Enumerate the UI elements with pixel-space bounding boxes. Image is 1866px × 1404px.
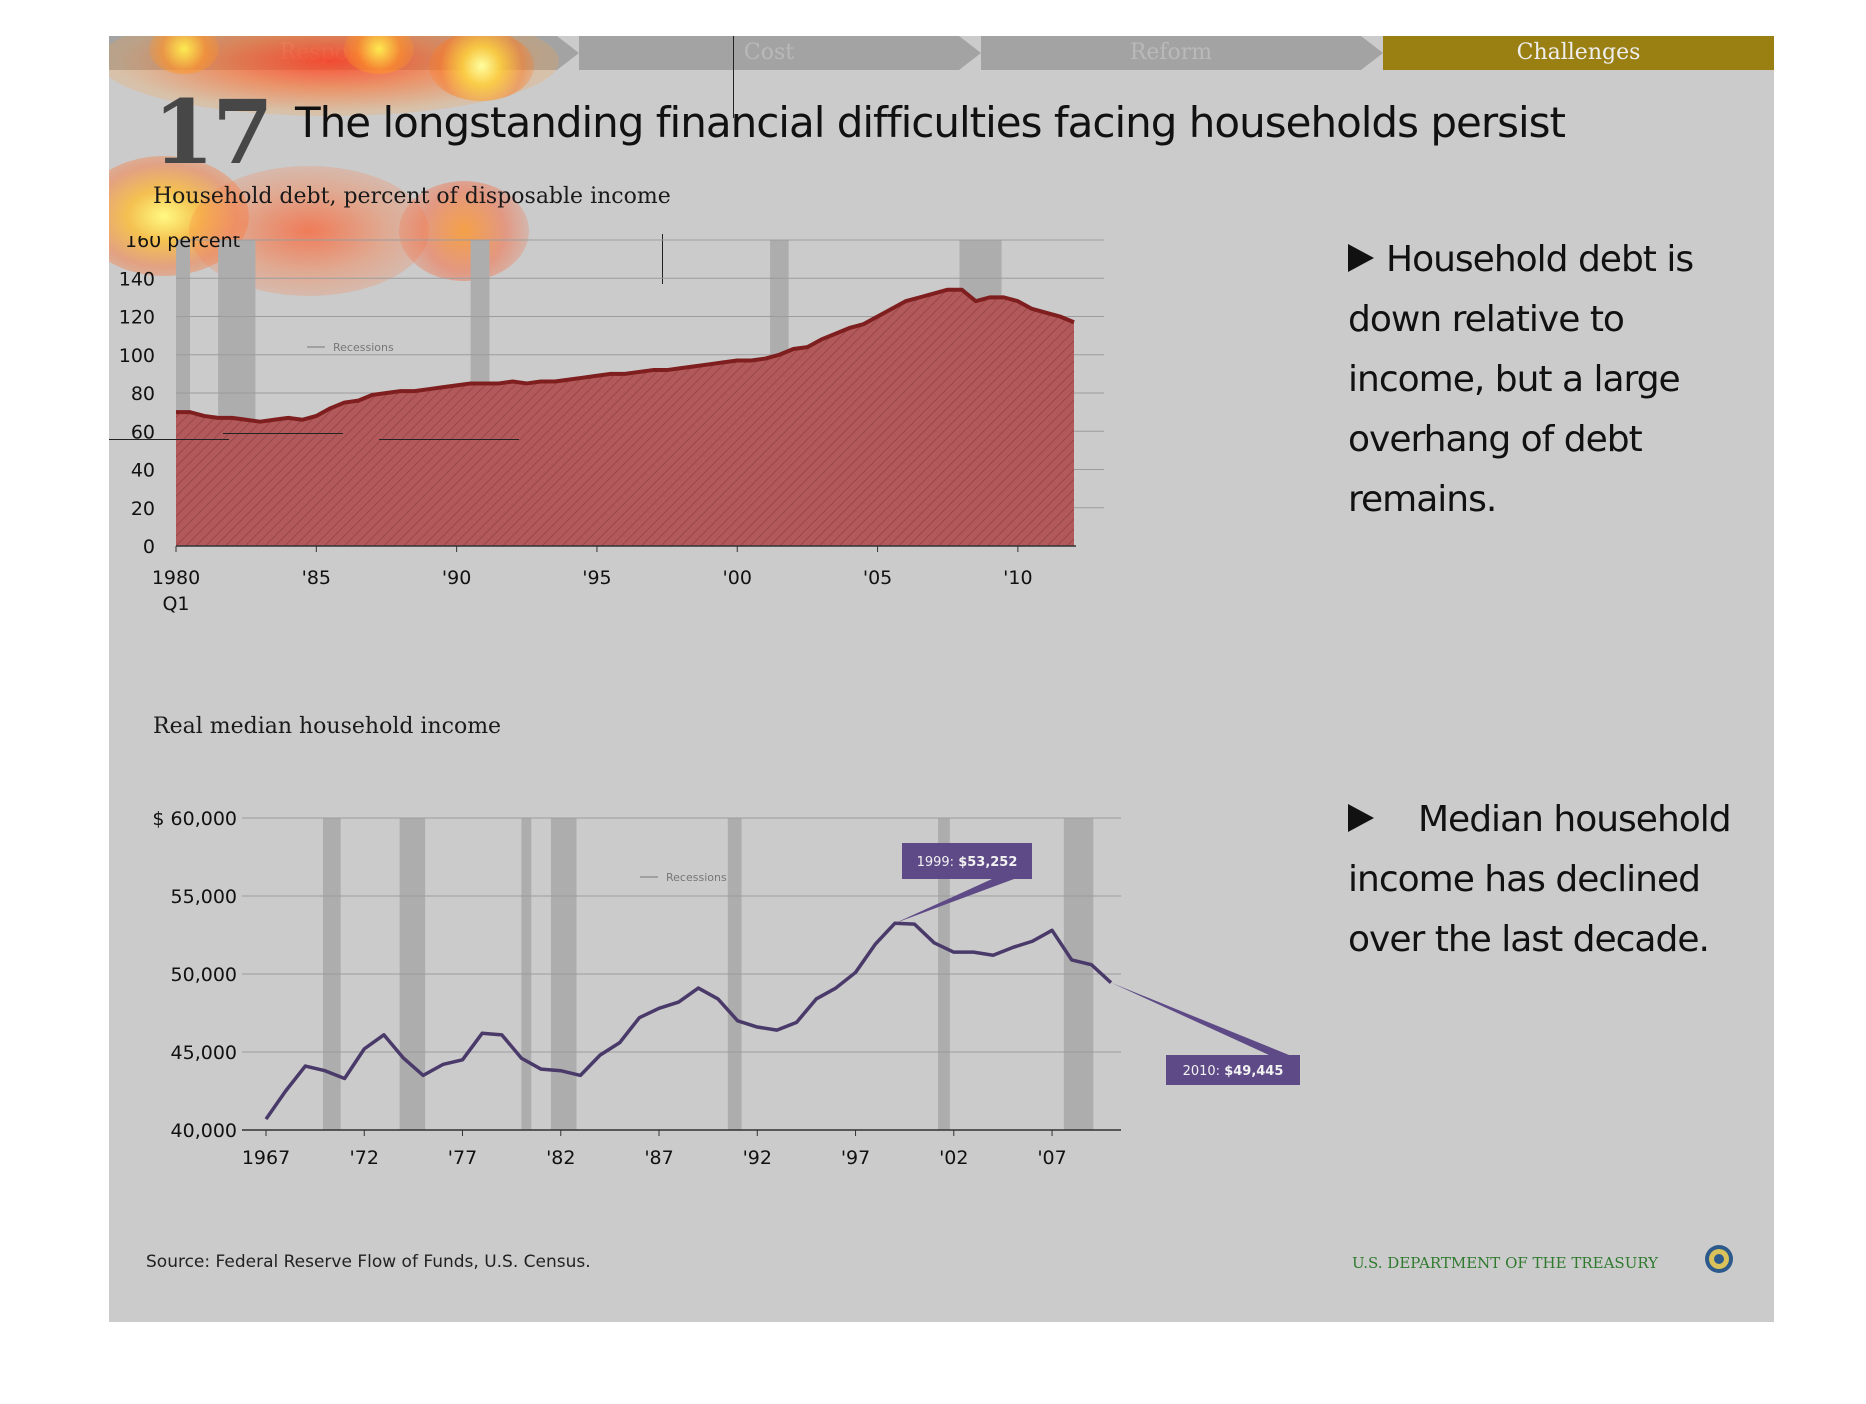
tab-response[interactable]: Response <box>109 36 557 70</box>
tab-label: Response <box>279 40 387 65</box>
y-tick-label: 40 <box>131 460 155 482</box>
x-tick-label: '00 <box>723 567 752 589</box>
income-chart: 40,000 45,000 50,000 55,000 $ 60,000 1967 '72 '… <box>152 808 1300 1169</box>
income-note: Median household income has declined ove… <box>1348 790 1748 970</box>
callout-year: 1999: <box>917 855 959 870</box>
callout-year: 2010: <box>1183 1064 1225 1079</box>
legend-label: Recessions <box>666 871 727 884</box>
divider-line <box>379 439 519 440</box>
treasury-seal-icon <box>1705 1245 1733 1273</box>
callout-value: $53,252 <box>958 855 1017 870</box>
slide-title: The longstanding financial difficulties … <box>295 98 1566 147</box>
y-tick-label: 120 <box>119 307 155 329</box>
x-tick-label: '77 <box>448 1147 477 1169</box>
callout-pointer <box>1111 982 1289 1055</box>
bullet-triangle-icon <box>1348 244 1374 272</box>
tab-cost[interactable]: Cost <box>579 36 959 70</box>
debt-line <box>176 287 1075 424</box>
x-tick-label: '72 <box>350 1147 379 1169</box>
callout-box <box>902 843 1032 879</box>
y-tick-label: 40,000 <box>171 1120 237 1142</box>
x-tick-label: '92 <box>743 1147 772 1169</box>
tab-reform[interactable]: Reform <box>981 36 1361 70</box>
tab-separator-arrow <box>959 36 981 70</box>
callout-label: 2010: $49,445 <box>1183 1064 1284 1079</box>
income-note-text: Median household income has declined ove… <box>1348 799 1732 960</box>
divider-line <box>733 36 734 118</box>
tab-separator-arrow <box>557 36 579 70</box>
income-line <box>264 921 1113 1121</box>
agency-name: U.S. DEPARTMENT OF THE TREASURY <box>1352 1254 1659 1272</box>
debt-note-text: Household debt is down relative to incom… <box>1348 239 1694 520</box>
x-tick-sublabel: Q1 <box>162 593 189 615</box>
slide-number: 17 <box>153 80 273 184</box>
x-tick-label: '02 <box>939 1147 968 1169</box>
x-tick-label: '07 <box>1037 1147 1066 1169</box>
y-tick-label: $ 60,000 <box>152 808 237 830</box>
debt-area <box>176 289 1074 546</box>
tab-label: Cost <box>743 40 795 65</box>
y-tick-label: 20 <box>131 498 155 520</box>
y-tick-label: 45,000 <box>171 1042 237 1064</box>
callout-box <box>1166 1055 1300 1085</box>
y-tick-label: 0 <box>143 536 155 558</box>
slide: Response Cost Reform Challenges 17 The l… <box>109 36 1774 1322</box>
bullet-triangle-icon <box>1348 804 1374 832</box>
x-tick-label: '85 <box>302 567 331 589</box>
section-tabs: Response Cost Reform Challenges <box>109 36 1774 70</box>
x-tick-label: '10 <box>1003 567 1032 589</box>
x-tick-label: '90 <box>442 567 471 589</box>
divider-line <box>109 439 229 440</box>
x-tick-label: 1980 <box>152 567 200 589</box>
callout-value: $49,445 <box>1224 1064 1283 1079</box>
x-tick-label: '97 <box>841 1147 870 1169</box>
debt-chart: 0 20 40 60 80 100 120 140 160 percent 1980 '85 '90 '… <box>119 236 1104 615</box>
source-note: Source: Federal Reserve Flow of Funds, U… <box>146 1252 591 1272</box>
y-tick-label: 60 <box>131 421 155 443</box>
debt-chart-title: Household debt, percent of disposable in… <box>153 184 671 209</box>
y-tick-label: 55,000 <box>171 886 237 908</box>
debt-note: Household debt is down relative to incom… <box>1348 230 1748 530</box>
y-tick-label: 80 <box>131 383 155 405</box>
y-tick-label: 100 <box>119 345 155 367</box>
divider-line <box>662 234 663 284</box>
callout-pointer <box>894 879 1014 924</box>
tab-challenges[interactable]: Challenges <box>1383 36 1774 70</box>
legend-label: Recessions <box>333 341 394 354</box>
x-tick-label: '82 <box>546 1147 575 1169</box>
y-tick-label: 140 <box>119 268 155 290</box>
tab-label: Reform <box>1129 40 1213 65</box>
y-tick-label: 50,000 <box>171 964 237 986</box>
divider-line <box>223 433 343 434</box>
x-tick-label: 1967 <box>242 1147 290 1169</box>
income-chart-title: Real median household income <box>153 714 502 739</box>
tab-label: Challenges <box>1516 40 1641 65</box>
callout-label: 1999: $53,252 <box>917 855 1018 870</box>
x-tick-label: '05 <box>863 567 892 589</box>
x-tick-label: '87 <box>644 1147 673 1169</box>
y-tick-label: 160 percent <box>125 236 240 252</box>
tab-separator-arrow <box>1361 36 1383 70</box>
x-tick-label: '95 <box>582 567 611 589</box>
